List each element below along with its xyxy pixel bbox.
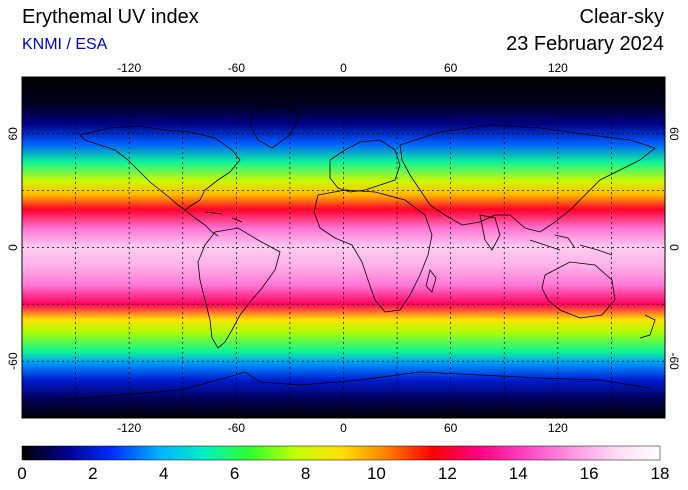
date-label: 23 February 2024 <box>506 33 664 55</box>
lon-tick-label-top: -120 <box>117 61 141 75</box>
colorbar-tick-label: 12 <box>438 464 457 483</box>
sky-mode-label: Clear-sky <box>579 6 664 28</box>
colorbar-tick-label: 2 <box>88 464 97 483</box>
coastline-india <box>479 214 501 251</box>
lon-tick-label-bottom: 60 <box>444 421 458 435</box>
lon-tick-label-top: -60 <box>228 61 246 75</box>
coastline-greenland <box>249 104 301 149</box>
coastline-australia <box>541 261 616 319</box>
lat-tick-label-right: -60 <box>667 352 681 370</box>
colorbar-tick-label: 4 <box>159 464 168 483</box>
coastlines <box>59 104 656 401</box>
colorbar-tick-label: 6 <box>230 464 239 483</box>
lon-tick-label-bottom: -60 <box>228 421 246 435</box>
coastline-asia <box>399 124 656 233</box>
source-label: KNMI / ESA <box>22 36 108 53</box>
page-title: Erythemal UV index <box>22 6 199 28</box>
coastline-africa <box>313 189 433 313</box>
colorbar-tick-label: 18 <box>651 464 670 483</box>
lat-tick-label-right: 0 <box>667 244 681 251</box>
coastline-madagascar <box>425 269 437 293</box>
lat-tick-label-right: 60 <box>667 127 681 141</box>
lon-tick-label-bottom: -120 <box>117 421 141 435</box>
lon-tick-label-top: 60 <box>444 61 458 75</box>
colorbar-tick-label: 10 <box>367 464 386 483</box>
colorbar-tick-label: 8 <box>301 464 310 483</box>
colorbar-tick-label: 16 <box>580 464 599 483</box>
lon-tick-label-bottom: 120 <box>548 421 568 435</box>
lat-tick-label-left: -60 <box>6 352 20 370</box>
colorbar-tick-label: 14 <box>509 464 528 483</box>
colorbar <box>21 445 661 461</box>
graticule <box>22 77 665 418</box>
lat-tick-label-left: 0 <box>6 244 20 251</box>
map-frame <box>21 76 666 419</box>
coastline-europe <box>329 139 401 193</box>
colorbar-ticks: 0 2 4 6 8 10 12 14 16 18 <box>17 464 669 483</box>
lon-tick-label-top: 120 <box>548 61 568 75</box>
lon-tick-label-top: 0 <box>340 61 347 75</box>
coastline-indonesia <box>529 234 613 256</box>
coastline-antarctica <box>59 371 651 401</box>
coastline-north-america <box>79 125 241 211</box>
lon-tick-label-bottom: 0 <box>340 421 347 435</box>
coastline-south-america <box>197 227 281 349</box>
colorbar-tick-label: 0 <box>17 464 26 483</box>
lat-tick-label-left: 60 <box>6 127 20 141</box>
axis-ticks: -120 -120 -60 -60 0 0 60 60 120 120 -60 -60 0 0 60 60 <box>6 61 681 435</box>
coastline-new-zealand <box>639 314 656 339</box>
